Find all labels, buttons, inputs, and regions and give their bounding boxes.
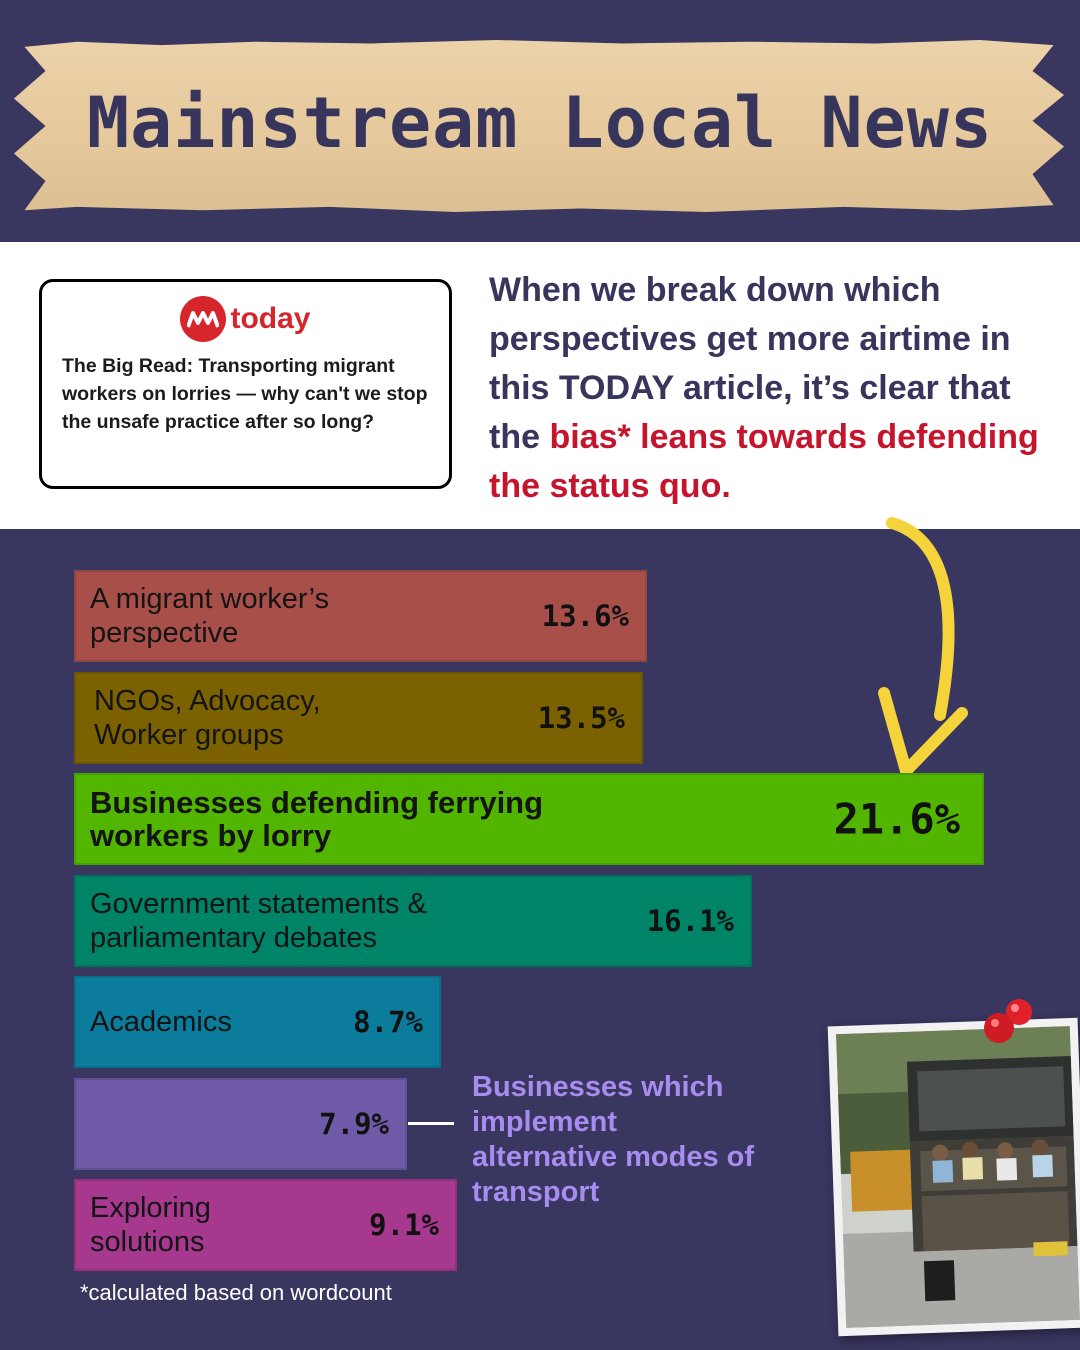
today-logo-icon — [180, 296, 227, 342]
intro-text: When we break down which perspectives ge… — [489, 266, 1059, 511]
bar-label-4: Academics — [90, 1006, 232, 1038]
bar-5: 7.9% — [74, 1078, 407, 1170]
bar-value-1: 13.5% — [537, 701, 625, 735]
article-card: today The Big Read: Transporting migrant… — [39, 279, 452, 489]
bar-label-1: NGOs, Advocacy, Worker groups — [94, 685, 321, 751]
bar-value-2: 21.6% — [833, 794, 960, 844]
bar-4: Academics 8.7% — [74, 976, 441, 1068]
callout-connector — [408, 1122, 454, 1125]
bar-value-5: 7.9% — [319, 1107, 389, 1141]
bar-2: Businesses defending ferrying workers by… — [74, 773, 984, 865]
lorry-photo — [827, 1017, 1080, 1337]
red-pushpin-icon — [984, 999, 1032, 1043]
footnote: *calculated based on wordcount — [80, 1280, 392, 1305]
today-logo: today — [42, 296, 449, 342]
bar-label-3: Government statements & parliamentary de… — [90, 888, 427, 954]
yellow-arrow-icon — [878, 517, 968, 777]
article-headline: The Big Read: Transporting migrant worke… — [62, 355, 428, 433]
callout-label: Businesses which implement alternative m… — [472, 1071, 755, 1208]
title-tape — [14, 40, 1064, 212]
bar-label-6: Exploring solutions — [90, 1192, 211, 1258]
bar-value-0: 13.6% — [541, 599, 629, 633]
page-title: Mainstream Local News — [86, 82, 993, 164]
intro-highlight: bias* leans towards defending the status… — [489, 418, 1039, 505]
bar-0: A migrant worker’s perspective 13.6% — [74, 570, 647, 662]
lorry-photo-image — [835, 1026, 1080, 1328]
brand-name: today — [230, 302, 311, 335]
bar-1: NGOs, Advocacy, Worker groups 13.5% — [74, 672, 643, 764]
bar-label-2: Businesses defending ferrying workers by… — [90, 785, 544, 853]
bar-value-4: 8.7% — [353, 1005, 423, 1039]
intro-plain: When we break down which perspectives ge… — [489, 271, 1011, 456]
bar-label-0: A migrant worker’s perspective — [90, 583, 330, 649]
bar-6: Exploring solutions 9.1% — [74, 1179, 457, 1271]
bar-value-6: 9.1% — [369, 1208, 439, 1242]
bar-3: Government statements & parliamentary de… — [74, 875, 752, 967]
bar-value-3: 16.1% — [646, 904, 734, 938]
